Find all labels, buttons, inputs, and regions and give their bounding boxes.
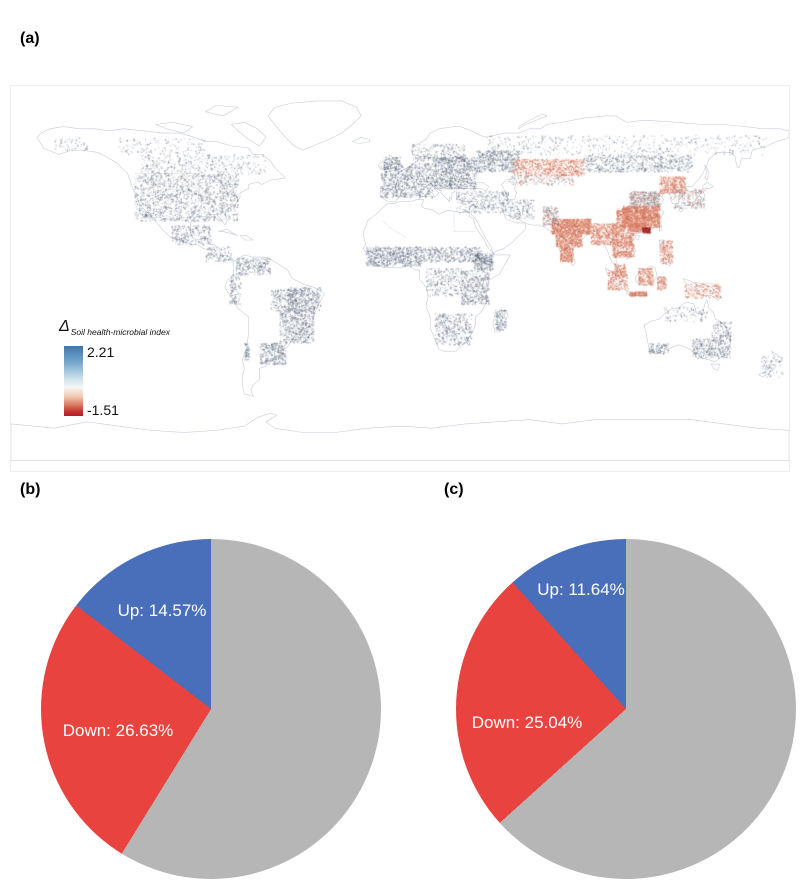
legend-title: ΔSoil health-microbial index	[59, 318, 170, 337]
pie-c-down-label: Down: 25.04%	[471, 713, 583, 732]
pie-c-up-label: Up: 11.64%	[537, 580, 625, 599]
pie-chart-c: Up: 11.64% Down: 25.04%	[456, 539, 796, 879]
pie-b-up-label: Up: 14.57%	[117, 601, 207, 620]
legend-subscript: Soil health-microbial index	[70, 327, 170, 337]
pie-b-down-label: Down: 26.63%	[62, 721, 174, 740]
pie-chart-b: Up: 14.57% Down: 26.63%	[41, 539, 381, 879]
pie-b-disc	[41, 539, 381, 879]
colorbar-max-value: 2.21	[87, 344, 115, 360]
pie-c-disc	[456, 539, 796, 879]
panel-a-label: (a)	[20, 30, 40, 47]
panel-c-label: (c)	[444, 481, 464, 498]
map-colorbar-legend: ΔSoil health-microbial index 2.21 -1.51	[59, 318, 209, 433]
colorbar-gradient	[64, 346, 83, 416]
delta-symbol: Δ	[59, 318, 70, 335]
colorbar-min-value: -1.51	[87, 402, 119, 418]
panel-b-label: (b)	[20, 481, 41, 498]
map-data-points-canvas	[11, 86, 789, 471]
world-map-panel: ΔSoil health-microbial index 2.21 -1.51	[10, 85, 790, 472]
